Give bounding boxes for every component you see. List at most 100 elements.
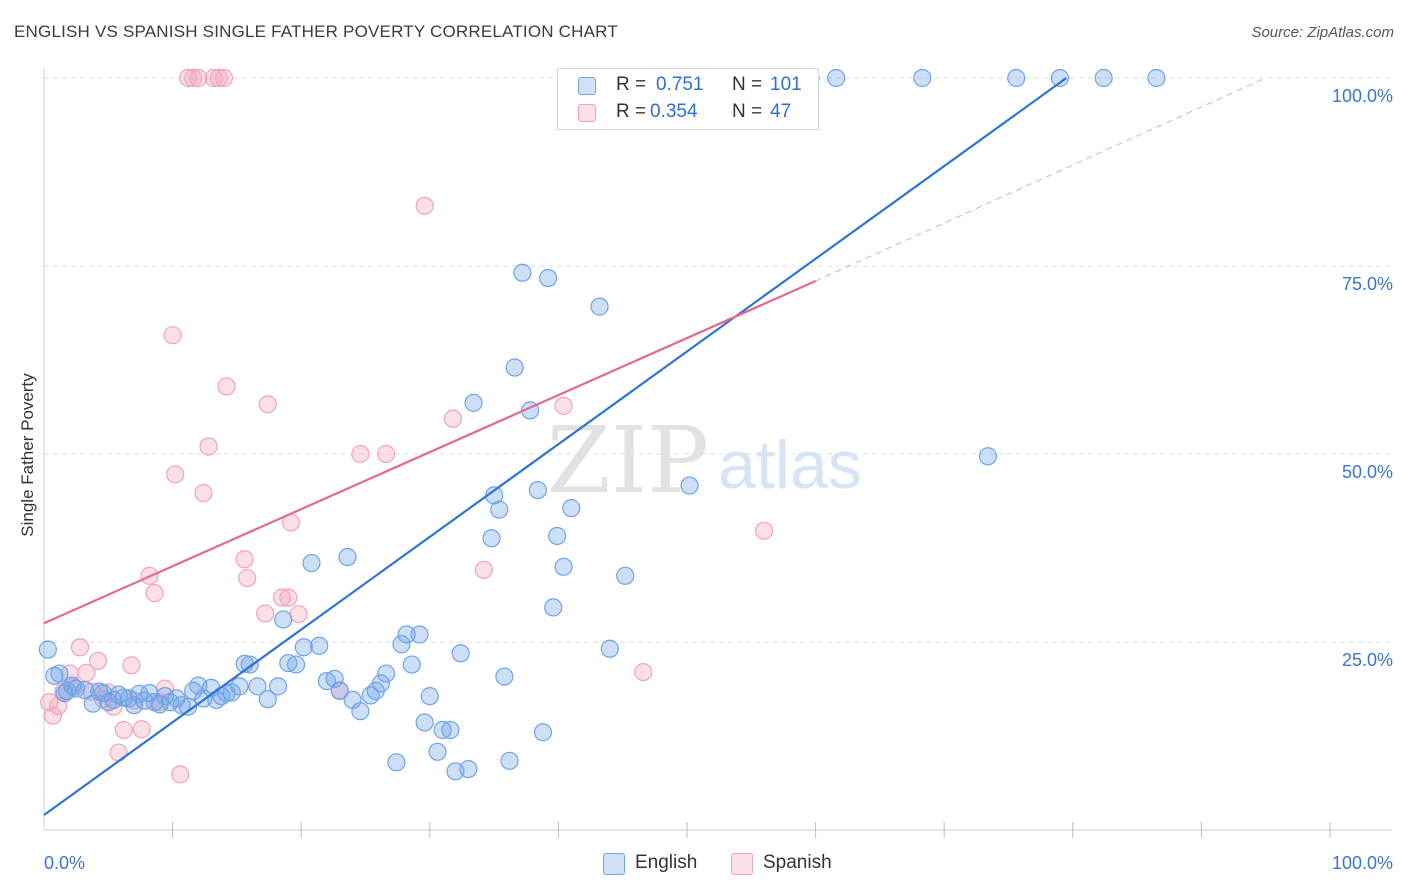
english-point [371,674,391,693]
english-point [533,723,553,742]
spanish-point [634,662,653,682]
english-point [1094,68,1113,88]
english-point [38,640,57,659]
spanish-point [184,68,203,88]
english-point [464,393,483,412]
spanish-point [194,484,213,503]
spanish-point [132,720,151,739]
english-point [554,557,573,576]
spanish-point [415,196,434,215]
spanish-point [163,326,182,345]
english-point [1007,68,1026,88]
english-point [279,653,298,673]
english-point [258,690,277,709]
spanish-point [376,444,396,464]
y-tick-label: 75.0% [1342,274,1393,294]
spanish-point [279,588,298,607]
spanish-point [178,68,198,88]
english-point [325,669,344,688]
english-r-label: R = [616,74,647,95]
spanish-point [351,444,370,464]
y-tick-label: 25.0% [1342,650,1393,670]
spanish-point [214,68,234,88]
spanish-point [166,465,185,484]
english-point [397,625,416,644]
english-point [505,358,524,377]
spanish-n-label: N = [732,101,763,122]
spanish-point [43,706,63,725]
english-point [500,751,519,770]
spanish-point [474,560,493,579]
english-point [539,268,558,288]
spanish-trend-extension [815,77,1266,282]
english-point [67,679,86,698]
chart-title: ENGLISH VS SPANISH SINGLE FATHER POVERTY… [14,22,618,41]
english-point [172,696,191,715]
english-point [140,684,159,703]
english-point [402,655,421,674]
spanish-point [40,693,59,712]
english-point [420,687,439,706]
english-point [528,480,547,500]
english-point [109,685,128,704]
spanish-point [204,68,223,88]
english-point [330,681,349,700]
spanish-point [258,395,277,414]
english-point [1050,68,1070,88]
english-point [680,476,699,495]
english-legend-label: English [635,852,698,873]
english-point [490,500,509,519]
english-point [55,684,74,703]
spanish-swatch [578,104,596,122]
english-point [50,664,69,683]
english-point [230,677,249,696]
english-point [428,742,447,761]
english-r-value: 0.751 [656,74,704,95]
watermark-atlas: atlas [718,427,862,503]
stats-box: R = 0.751 N = 101 R = 0.354 N = 47 [557,68,819,130]
english-point [76,681,95,700]
english-point [482,529,501,548]
english-point [513,263,532,282]
english-point [441,720,460,740]
tick-labels: 25.0% 50.0% 75.0% 100.0% 0.0% 100.0% [44,86,1393,873]
english-point [410,625,429,644]
spanish-trend-line [43,280,817,625]
english-legend-swatch [603,853,625,875]
english-point [248,677,267,696]
spanish-point [171,765,190,784]
english-point [274,610,293,629]
english-point [459,759,478,779]
spanish-legend-swatch [731,853,753,875]
spanish-point [256,604,275,623]
y-axis-label: Single Father Poverty [18,373,37,537]
english-point [387,753,406,772]
english-point [1147,68,1166,88]
spanish-point [189,68,208,88]
english-point [302,553,321,573]
english-point [451,644,470,663]
english-point [433,720,452,740]
english-point [294,638,313,657]
spanish-point [554,396,573,415]
spanish-point [145,584,164,603]
english-point [114,688,133,707]
english-point [338,547,357,567]
spanish-point [88,651,108,670]
english-point [913,68,932,88]
spanish-r-label: R = [616,101,647,122]
watermark-zip: ZIP [547,407,709,514]
english-point [600,639,619,658]
spanish-n-value: 47 [770,101,792,122]
watermark: ZIP atlas [547,407,862,514]
spanish-point [272,588,292,607]
english-point [268,677,288,696]
english-point [590,297,609,316]
english-point [548,526,567,546]
english-point [495,667,514,686]
spanish-point [755,521,774,540]
spanish-point [217,377,236,396]
spanish-point [122,656,141,675]
english-point [827,68,846,88]
